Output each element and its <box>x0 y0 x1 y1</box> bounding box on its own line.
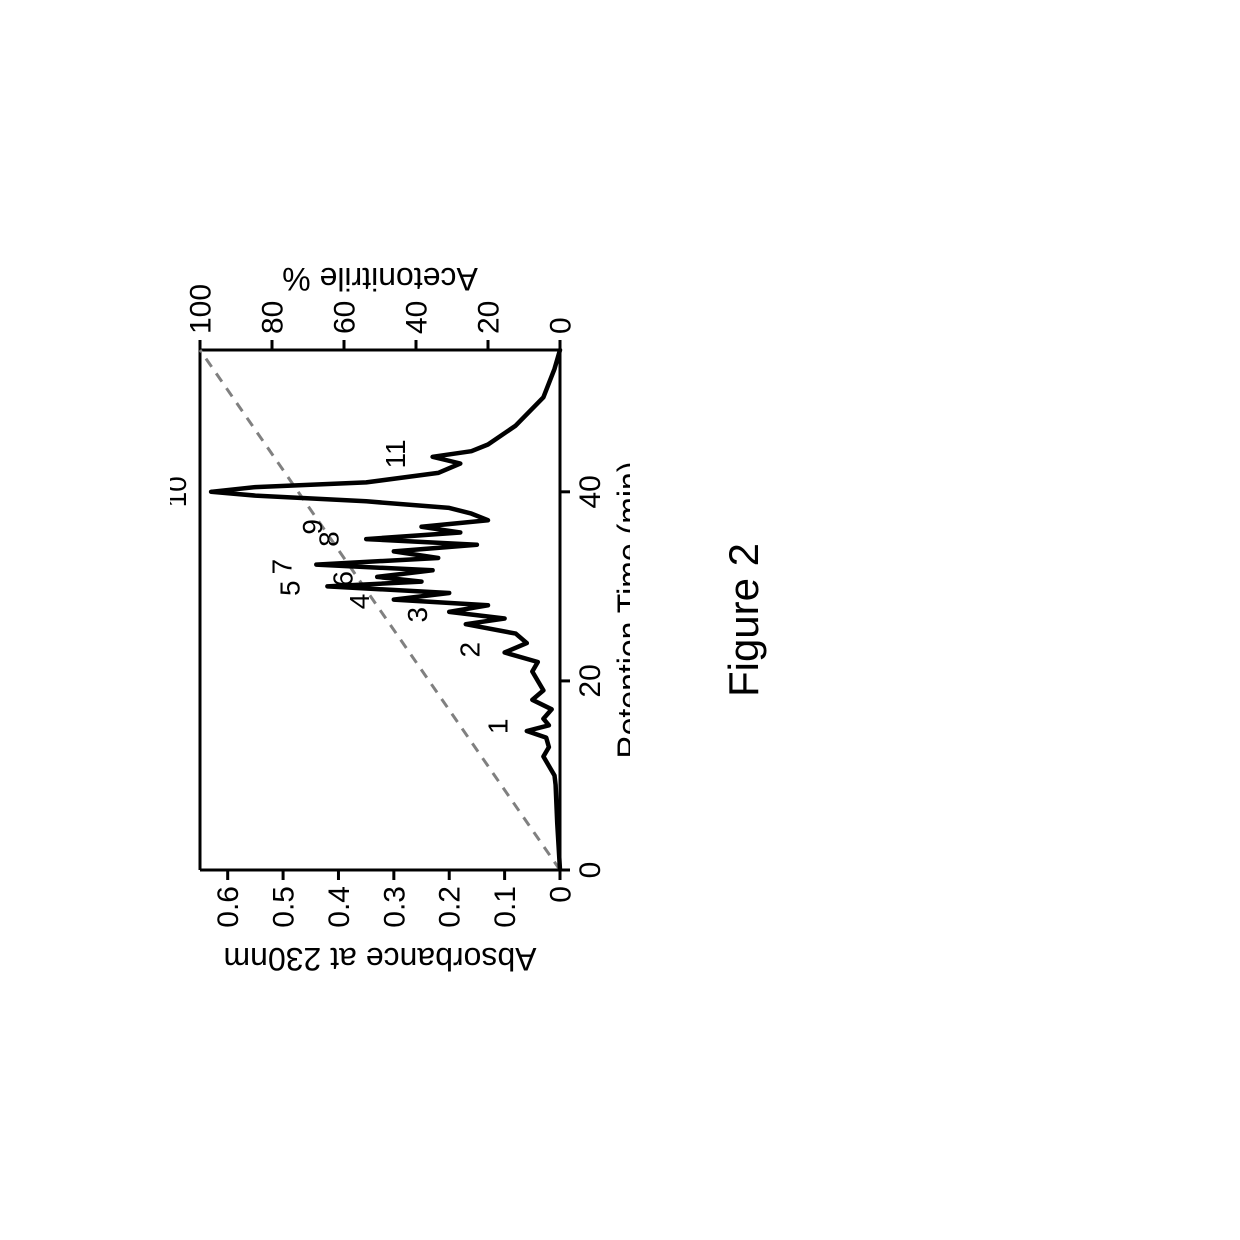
peak-label: 11 <box>380 439 411 468</box>
svg-text:0.5: 0.5 <box>268 886 301 928</box>
svg-text:0.3: 0.3 <box>378 886 411 928</box>
svg-text:0: 0 <box>574 862 607 879</box>
svg-text:0.4: 0.4 <box>323 886 356 928</box>
chromatogram-chart: 02040Retention Time (min)00.10.20.30.40.… <box>170 260 635 980</box>
peak-label: 1 <box>482 719 513 735</box>
svg-text:0.2: 0.2 <box>434 886 467 928</box>
svg-text:0.6: 0.6 <box>212 886 245 928</box>
svg-text:20: 20 <box>473 301 506 334</box>
x-axis-label: Retention Time (min) <box>611 462 630 759</box>
y-right-axis-label: Acetonitrile % <box>282 261 478 297</box>
peak-label: 3 <box>402 607 433 623</box>
svg-text:100: 100 <box>185 284 218 334</box>
svg-text:0: 0 <box>545 886 578 903</box>
svg-text:40: 40 <box>401 301 434 334</box>
y-left-axis-label: Absorbance at 230nm <box>223 941 536 977</box>
svg-text:40: 40 <box>574 475 607 508</box>
svg-text:60: 60 <box>329 301 362 334</box>
peak-label: 7 <box>266 559 297 575</box>
chart-svg: 02040Retention Time (min)00.10.20.30.40.… <box>170 260 630 980</box>
svg-text:80: 80 <box>257 301 290 334</box>
svg-text:0.1: 0.1 <box>489 886 522 928</box>
figure-caption: Figure 2 <box>720 0 768 1240</box>
peak-label: 6 <box>327 571 358 587</box>
peak-label: 10 <box>170 476 192 507</box>
svg-text:0: 0 <box>545 317 578 334</box>
peak-label: 5 <box>275 580 306 596</box>
peak-label: 9 <box>297 519 328 535</box>
peak-label: 4 <box>344 594 375 610</box>
svg-text:20: 20 <box>574 664 607 697</box>
gradient-line <box>200 350 560 870</box>
peak-label: 2 <box>455 642 486 658</box>
